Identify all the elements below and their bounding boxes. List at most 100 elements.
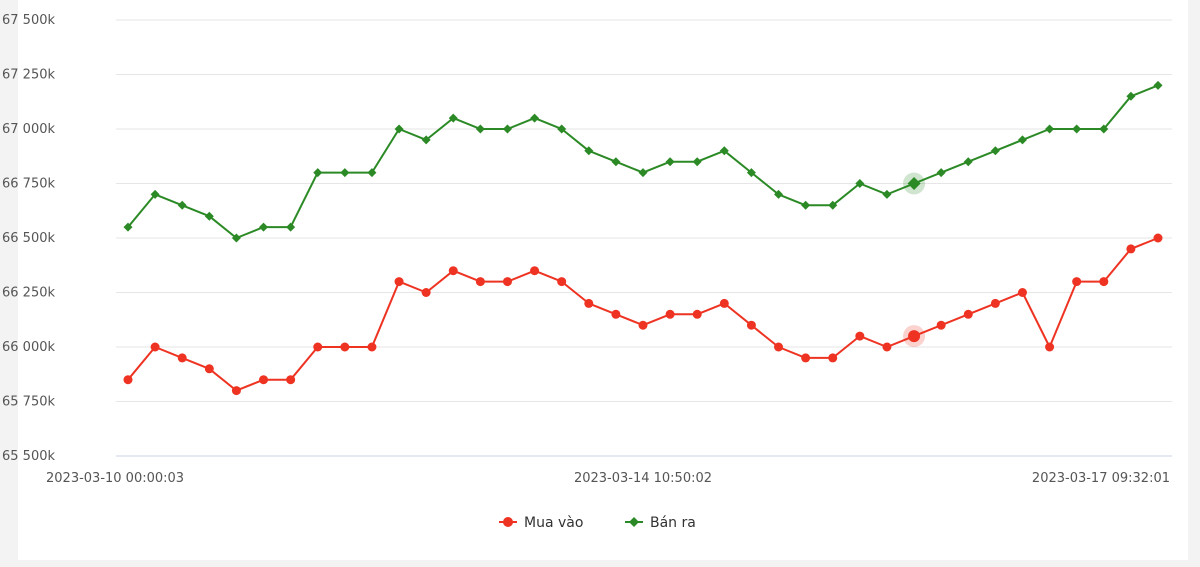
series-mua-vao xyxy=(123,233,1163,396)
chart-card xyxy=(18,0,1188,560)
data-point[interactable] xyxy=(828,200,838,210)
data-point[interactable] xyxy=(150,189,160,199)
data-point[interactable] xyxy=(502,124,512,134)
y-tick-label: 67 250k xyxy=(2,68,55,83)
data-point[interactable] xyxy=(1017,135,1027,145)
data-point[interactable] xyxy=(1072,124,1082,134)
x-axis-labels: 2023-03-10 00:00:03 2023-03-14 10:50:02 20… xyxy=(46,471,1170,486)
data-point[interactable] xyxy=(665,309,675,319)
legend[interactable]: Mua vào Bán ra xyxy=(499,515,696,531)
data-point[interactable] xyxy=(340,168,350,178)
data-point[interactable] xyxy=(177,353,187,363)
data-point[interactable] xyxy=(123,222,133,232)
data-point[interactable] xyxy=(448,266,458,276)
data-point[interactable] xyxy=(1045,342,1055,352)
data-point[interactable] xyxy=(530,113,540,123)
data-point[interactable] xyxy=(774,189,784,199)
data-point[interactable] xyxy=(801,353,811,363)
legend-label: Mua vào xyxy=(524,515,583,531)
data-point[interactable] xyxy=(774,342,784,352)
y-tick-label: 66 000k xyxy=(2,340,55,355)
grid-lines xyxy=(116,19,1172,457)
data-point[interactable] xyxy=(882,342,892,352)
data-point[interactable] xyxy=(1126,244,1136,254)
data-point[interactable] xyxy=(990,146,1000,156)
data-point[interactable] xyxy=(855,331,865,341)
data-point[interactable] xyxy=(611,309,621,319)
data-point[interactable] xyxy=(963,157,973,167)
data-point[interactable] xyxy=(557,277,567,287)
data-point[interactable] xyxy=(692,157,702,167)
data-point[interactable] xyxy=(502,277,512,287)
data-point[interactable] xyxy=(692,309,702,319)
data-point[interactable] xyxy=(421,135,431,145)
y-tick-label: 65 750k xyxy=(2,395,55,410)
data-point[interactable] xyxy=(231,386,241,396)
data-point[interactable] xyxy=(313,168,323,178)
data-point[interactable] xyxy=(963,309,973,319)
data-point[interactable] xyxy=(908,330,921,343)
data-point[interactable] xyxy=(259,222,269,232)
data-point[interactable] xyxy=(259,375,269,385)
legend-item-ban-ra[interactable]: Bán ra xyxy=(625,515,696,531)
data-point[interactable] xyxy=(1126,91,1136,101)
data-point[interactable] xyxy=(936,168,946,178)
data-point[interactable] xyxy=(394,277,404,287)
x-tick-label: 2023-03-14 10:50:02 xyxy=(574,471,712,486)
data-point[interactable] xyxy=(665,157,675,167)
data-point[interactable] xyxy=(123,375,133,385)
data-point[interactable] xyxy=(286,375,296,385)
data-point[interactable] xyxy=(855,179,865,188)
data-point[interactable] xyxy=(746,320,756,330)
data-point[interactable] xyxy=(204,211,214,221)
data-point[interactable] xyxy=(801,200,811,210)
data-point[interactable] xyxy=(1099,277,1109,287)
y-tick-label: 66 250k xyxy=(2,286,55,301)
data-point[interactable] xyxy=(1017,288,1027,297)
data-point[interactable] xyxy=(1072,277,1082,287)
data-point[interactable] xyxy=(340,342,350,352)
data-point[interactable] xyxy=(1045,124,1055,134)
data-point[interactable] xyxy=(367,342,377,352)
data-point[interactable] xyxy=(882,189,892,199)
data-point[interactable] xyxy=(394,124,404,134)
data-point[interactable] xyxy=(907,177,921,190)
data-point[interactable] xyxy=(638,168,648,178)
data-point[interactable] xyxy=(557,124,567,134)
data-point[interactable] xyxy=(1153,233,1163,243)
data-point[interactable] xyxy=(584,298,594,308)
data-point[interactable] xyxy=(530,266,540,276)
y-tick-label: 67 000k xyxy=(2,122,55,137)
x-tick-label: 2023-03-17 09:32:01 xyxy=(1032,471,1170,486)
data-point[interactable] xyxy=(231,233,241,243)
data-point[interactable] xyxy=(936,320,946,330)
data-point[interactable] xyxy=(828,353,838,363)
data-point[interactable] xyxy=(475,277,485,287)
data-point[interactable] xyxy=(1099,124,1109,134)
data-point[interactable] xyxy=(746,168,756,178)
data-point[interactable] xyxy=(611,157,621,167)
y-axis-labels: 65 500k 65 750k 66 000k 66 250k 66 500k 66 75… xyxy=(2,13,55,464)
legend-item-mua-vao[interactable]: Mua vào xyxy=(499,515,583,531)
y-tick-label: 66 750k xyxy=(2,177,55,192)
data-point[interactable] xyxy=(367,168,377,178)
legend-label: Bán ra xyxy=(650,515,696,531)
data-point[interactable] xyxy=(448,113,458,123)
data-point[interactable] xyxy=(584,146,594,156)
data-point[interactable] xyxy=(1153,80,1163,90)
data-point[interactable] xyxy=(150,342,160,352)
data-point[interactable] xyxy=(204,364,214,374)
data-point[interactable] xyxy=(719,146,729,156)
y-tick-label: 65 500k xyxy=(2,449,55,464)
data-point[interactable] xyxy=(990,298,1000,308)
data-point[interactable] xyxy=(638,320,648,330)
data-point[interactable] xyxy=(286,222,296,232)
data-point[interactable] xyxy=(177,200,187,210)
series-line xyxy=(127,237,1159,392)
data-point[interactable] xyxy=(719,298,729,308)
data-point[interactable] xyxy=(475,124,485,134)
data-point[interactable] xyxy=(421,288,431,297)
data-point[interactable] xyxy=(313,342,323,352)
series-group xyxy=(123,80,1163,396)
